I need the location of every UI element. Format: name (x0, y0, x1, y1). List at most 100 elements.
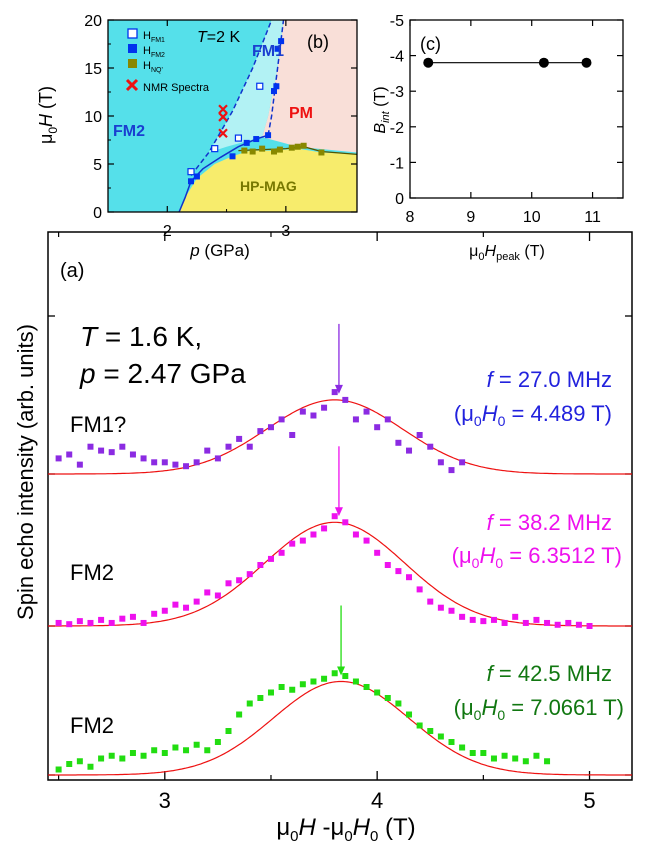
fit-curve (48, 680, 632, 776)
data-point (140, 752, 147, 759)
data-point (87, 763, 94, 770)
panel-a-arrows (334, 323, 346, 676)
region-fm1-fill (208, 20, 284, 153)
data-point (384, 416, 391, 423)
data-point (183, 604, 190, 611)
data-point (512, 613, 519, 620)
y-tick-label: 20 (84, 13, 102, 30)
data-point (427, 598, 434, 605)
data-point (276, 146, 283, 153)
pressure-annotation: p = 2.47 GPa (79, 358, 246, 389)
data-point (87, 619, 94, 626)
data-point (66, 761, 73, 767)
y-tick-label: -3 (390, 84, 404, 101)
data-point (310, 412, 317, 419)
hfm1-point (256, 82, 264, 90)
panel-a-points (55, 389, 593, 773)
panel-c-xlabel: μ0Hpeak (T) (469, 243, 545, 263)
data-point (321, 404, 328, 411)
data-point (257, 695, 264, 701)
y-tick-label: -4 (390, 49, 404, 66)
data-point (236, 577, 243, 584)
data-point (352, 531, 359, 538)
phase-label-fm2-b: FM2 (70, 713, 114, 738)
data-point (512, 755, 519, 762)
data-point (108, 619, 115, 626)
data-point (459, 459, 466, 466)
data-point (172, 744, 179, 751)
data-point (278, 549, 285, 556)
data-point (480, 750, 487, 756)
data-point (501, 619, 508, 626)
data-point (384, 562, 391, 568)
data-point (257, 428, 264, 435)
legend-marker-hfm1 (127, 28, 138, 39)
hfm1-point (187, 168, 195, 176)
field-label-38: (μ0H0 = 6.3512 T) (452, 543, 622, 571)
data-point (278, 38, 285, 45)
data-point (225, 580, 232, 587)
data-point (193, 741, 200, 748)
data-point (129, 750, 136, 756)
data-point (374, 424, 381, 431)
data-point (544, 619, 551, 626)
data-point (363, 408, 370, 415)
region-fm1: FM1 (252, 43, 284, 60)
x-tick-label: 9 (466, 209, 475, 226)
data-point (278, 684, 285, 690)
y-tick-label: 5 (93, 157, 102, 174)
legend-marker-nmr (125, 78, 139, 92)
data-point (204, 589, 211, 596)
data-point (459, 613, 466, 620)
data-point (274, 45, 281, 52)
fit-curve (48, 399, 632, 475)
fit-curve (48, 521, 632, 627)
region-pm-fill (262, 20, 357, 153)
data-point (55, 455, 62, 462)
panel-b-legend: HFM1 HFM2 HNQ' NMR Spectra (125, 28, 210, 94)
data-point (98, 616, 105, 623)
y-axis-label: Spin echo intensity (arb. units) (13, 324, 38, 620)
phase-regions (108, 20, 357, 212)
panel-c-plot: 0 -1 -2 -3 -4 -5 8 9 10 11 (390, 13, 624, 226)
y-tick-label: 0 (395, 191, 404, 208)
data-point (243, 139, 250, 146)
data-point (236, 435, 243, 442)
data-point (406, 447, 413, 454)
data-point (271, 88, 277, 95)
data-point (76, 618, 83, 625)
data-point (87, 443, 94, 450)
data-point (395, 700, 402, 707)
data-point (273, 83, 280, 90)
data-point (289, 540, 296, 547)
data-point (246, 700, 253, 707)
freq-label-27: f = 27.0 MHz (487, 367, 612, 392)
data-point (204, 447, 211, 454)
data-point (265, 132, 272, 139)
peak-arrow-head (337, 666, 346, 676)
data-point (554, 621, 561, 628)
phase-label-fm2-a: FM2 (70, 560, 114, 585)
data-point (331, 389, 338, 396)
data-point (544, 758, 551, 765)
data-point (140, 455, 147, 462)
data-point (342, 673, 349, 679)
data-point (300, 142, 307, 149)
data-point (416, 432, 423, 438)
data-point (249, 148, 256, 155)
data-point (151, 610, 158, 617)
legend-marker-hfm2 (128, 44, 137, 53)
x-tick-label: 5 (583, 788, 595, 813)
data-point (151, 459, 158, 466)
data-point (193, 459, 200, 466)
data-point (395, 439, 402, 446)
data-point (257, 562, 264, 568)
data-point (448, 467, 455, 474)
data-point (321, 525, 328, 532)
panel-c-ylabel: Bint (T) (372, 86, 392, 133)
data-point (427, 728, 434, 734)
data-point (214, 739, 221, 745)
data-point (161, 459, 168, 466)
data-point (98, 755, 105, 762)
data-point (259, 145, 266, 152)
